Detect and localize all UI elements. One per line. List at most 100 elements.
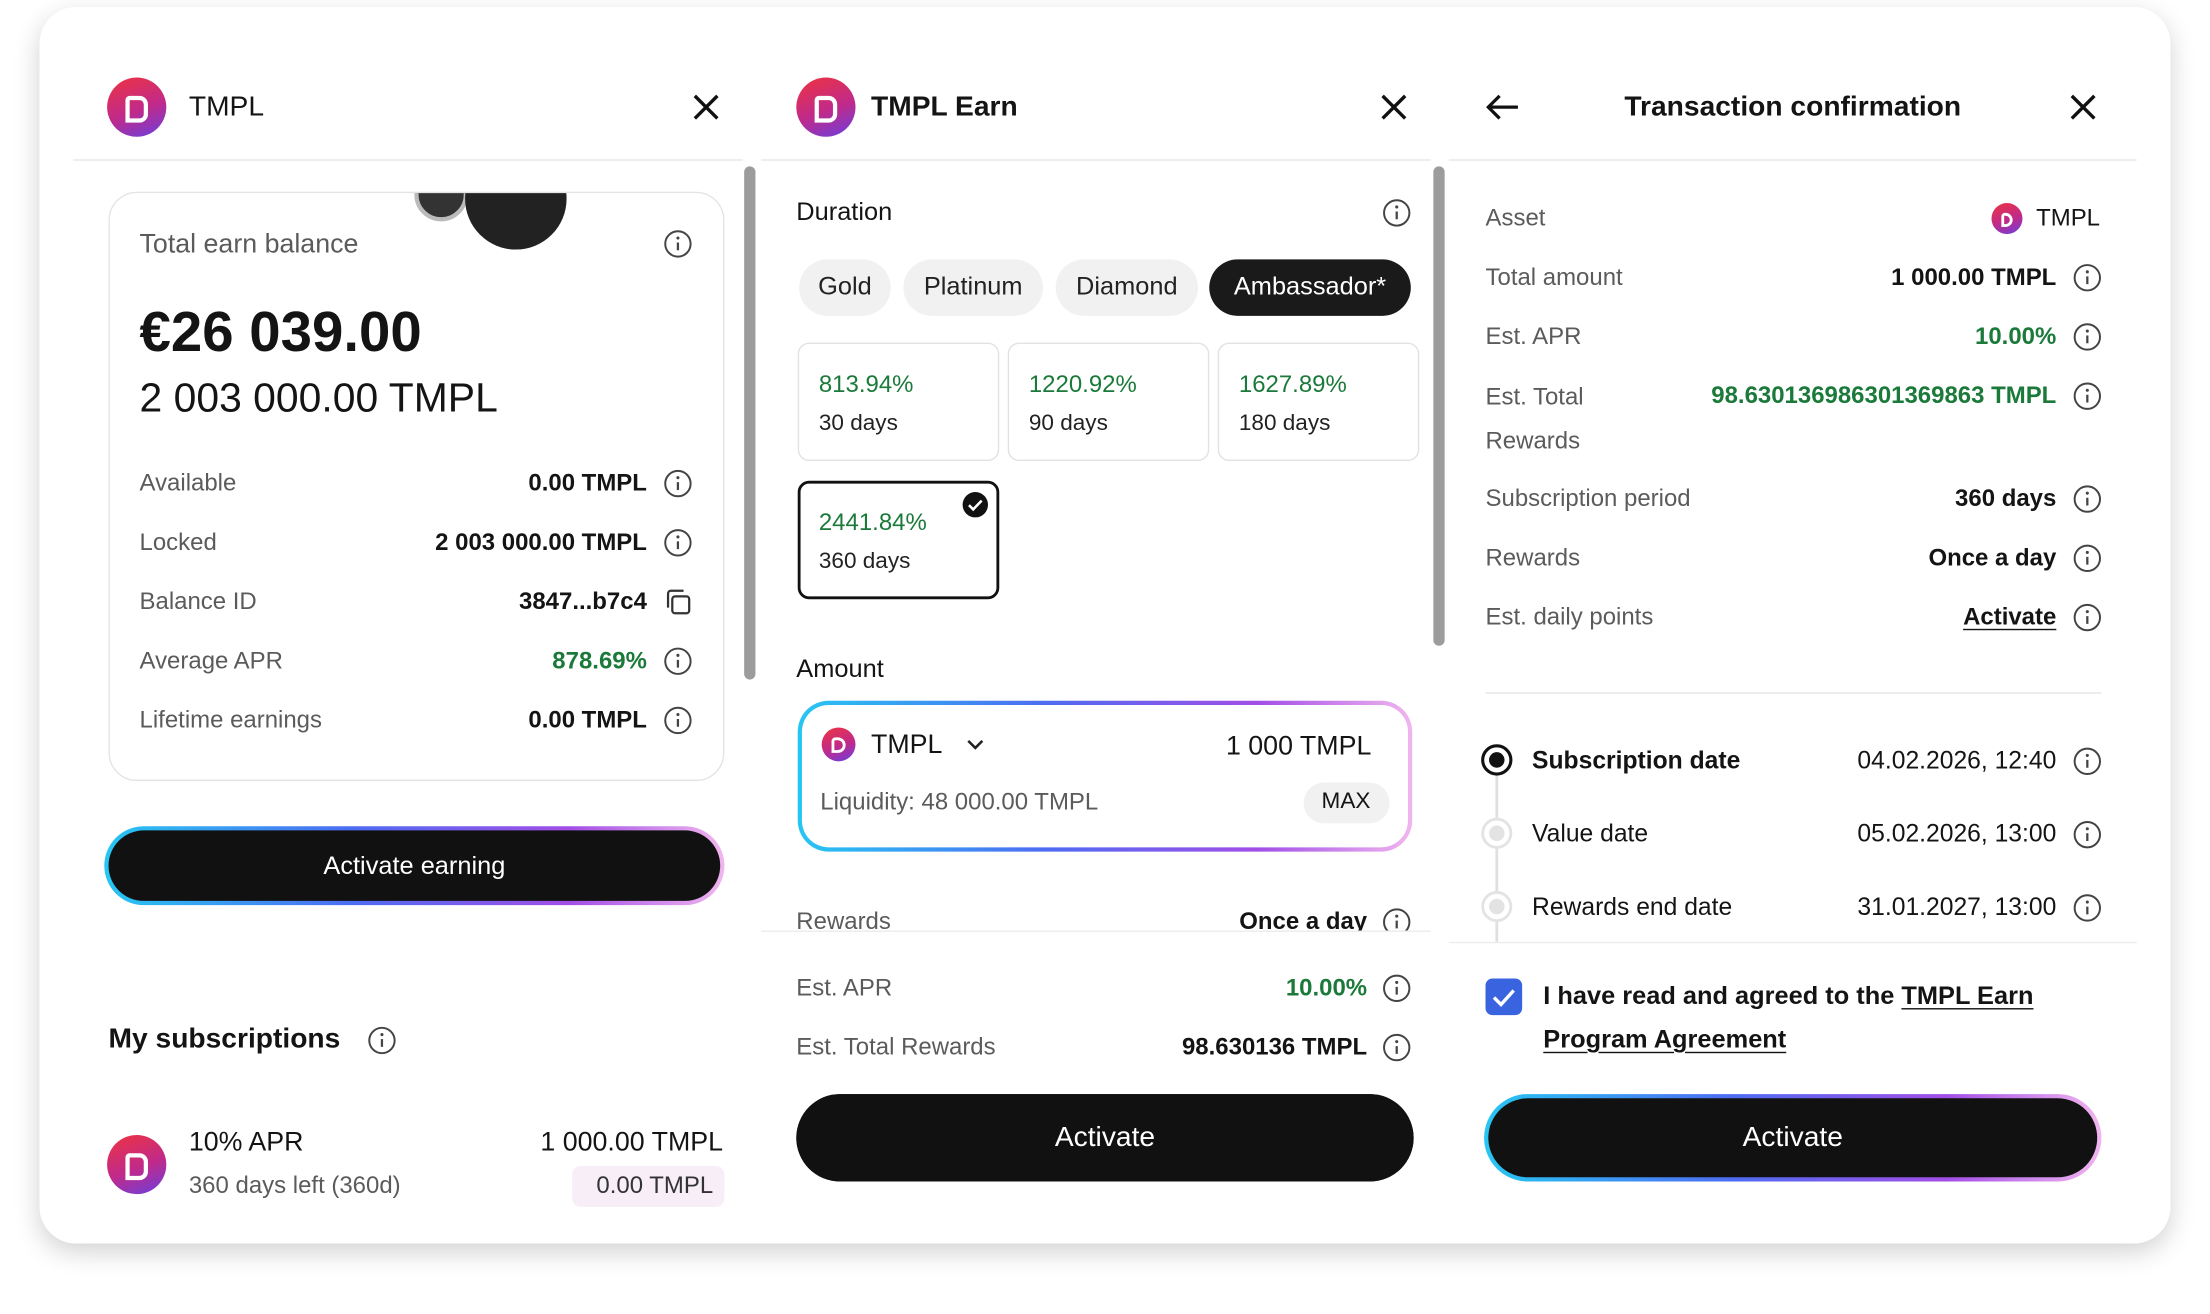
option-apr[interactable]: 1220.92%	[1028, 370, 1137, 398]
asset-name[interactable]: TMPL	[871, 729, 943, 760]
duration-option[interactable]	[797, 342, 1000, 462]
detail-label: Est. Total Rewards	[1485, 382, 1584, 454]
section-label: Amount	[796, 653, 884, 682]
timeline-label: Value date	[1532, 818, 1649, 847]
amount-input[interactable]	[797, 700, 1413, 852]
detail-label: Asset	[1485, 204, 1546, 232]
chevron-down[interactable]	[964, 733, 987, 756]
subscription-amount: 1 000.00 TMPL	[540, 1127, 724, 1157]
subscription-earned: 0.00 TMPL	[596, 1171, 714, 1199]
timeline-dot	[1481, 817, 1513, 849]
detail-value: Once a day	[1928, 544, 2057, 572]
info-icon[interactable]	[2072, 321, 2103, 352]
close-button[interactable]	[2066, 90, 2100, 124]
row-label: Average APR	[139, 647, 283, 674]
row-value: 3847...b7c4	[519, 587, 647, 615]
timeline-value: 31.01.2027, 13:00	[1857, 891, 2057, 920]
scroll-area: Duration Gold Platinum Diamond Ambassador* 81…	[761, 161, 1430, 931]
button-label[interactable]: Activate earning	[323, 850, 506, 880]
token-logo	[821, 727, 856, 762]
tier-label[interactable]: Ambassador*	[1233, 271, 1387, 300]
info-icon[interactable]	[662, 705, 693, 736]
button-fill	[1488, 1098, 2098, 1178]
info-icon[interactable]	[2072, 543, 2103, 574]
detail-value: TMPL	[2036, 204, 2101, 232]
option-period[interactable]: 360 days	[818, 549, 911, 574]
option-period[interactable]: 30 days	[818, 411, 898, 436]
info-icon[interactable]	[1381, 907, 1412, 931]
tier-chip[interactable]	[903, 259, 1043, 316]
duration-option[interactable]	[1007, 342, 1210, 462]
info-icon[interactable]	[2072, 262, 2103, 293]
token-balance: 2 003 000.00 TMPL	[139, 375, 498, 421]
max-button[interactable]: MAX	[1321, 789, 1371, 814]
activate-link[interactable]: Activate	[1963, 603, 2057, 631]
info-icon[interactable]	[2072, 484, 2103, 515]
agree-checkbox[interactable]	[1484, 977, 1523, 1016]
info-icon[interactable]	[662, 646, 693, 677]
detail-label: Total amount	[1485, 263, 1623, 291]
detail-label: Rewards	[1485, 544, 1581, 572]
button-label[interactable]: Activate	[1742, 1122, 1843, 1154]
duration-option[interactable]	[1217, 342, 1420, 462]
option-apr[interactable]: 1627.89%	[1238, 370, 1347, 398]
row-value: 0.00 TMPL	[528, 469, 647, 497]
duration-option[interactable]	[797, 480, 1000, 600]
info-icon[interactable]	[2072, 381, 2103, 412]
info-icon[interactable]	[2072, 602, 2103, 633]
logo-glyph	[2001, 212, 2013, 227]
max-chip[interactable]	[1303, 782, 1390, 824]
close-button[interactable]	[689, 90, 723, 124]
option-period[interactable]: 90 days	[1028, 411, 1108, 436]
button[interactable]	[796, 1094, 1414, 1182]
back-button[interactable]	[1484, 92, 1521, 123]
tier-chip[interactable]	[1055, 259, 1198, 316]
option-period[interactable]: 180 days	[1238, 411, 1331, 436]
timeline-dot	[1481, 891, 1513, 923]
summary-label: Est. Total Rewards	[796, 1033, 996, 1061]
agreement-link[interactable]: TMPL Earn Program Agreement	[1543, 981, 2034, 1054]
scrollbar	[1433, 166, 1445, 646]
info-icon[interactable]	[662, 527, 693, 558]
fiat-balance: €26 039.00	[139, 301, 422, 364]
info-icon[interactable]	[1381, 973, 1412, 1004]
section-label: Duration	[796, 196, 893, 225]
timeline-dot	[1481, 744, 1513, 776]
agreement-text: I have read and agreed to the TMPL Earn …	[1543, 974, 2067, 1061]
tier-label[interactable]: Platinum	[923, 271, 1023, 300]
info-icon[interactable]	[2072, 746, 2103, 777]
tier-label[interactable]: Diamond	[1076, 271, 1178, 300]
summary-value: Once a day	[1239, 907, 1368, 931]
copy-icon[interactable]	[662, 587, 693, 618]
timeline-line	[1495, 759, 1498, 942]
option-apr[interactable]: 813.94%	[818, 370, 914, 398]
info-icon[interactable]	[2072, 892, 2103, 923]
info-icon[interactable]	[1381, 197, 1412, 228]
timeline-value: 04.02.2026, 12:40	[1857, 745, 2057, 774]
option-apr[interactable]: 2441.84%	[818, 508, 927, 536]
info-icon[interactable]	[662, 228, 693, 259]
info-icon[interactable]	[2072, 819, 2103, 850]
coin-decoration	[465, 193, 567, 250]
button[interactable]	[104, 826, 725, 906]
info-icon[interactable]	[1381, 1032, 1412, 1063]
tier-label[interactable]: Gold	[818, 271, 872, 300]
amount-value[interactable]: 1 000 TMPL	[1225, 731, 1372, 761]
agreement-label: I have read and agreed to the	[1543, 981, 1895, 1010]
button-fill	[796, 1094, 1414, 1182]
info-icon[interactable]	[662, 468, 693, 499]
detail-label: Subscription period	[1485, 485, 1691, 512]
button[interactable]	[1484, 1094, 2102, 1182]
button-label[interactable]: Activate	[1054, 1122, 1156, 1154]
panel-title: TMPL Earn	[871, 91, 1018, 123]
logo-glyph	[125, 95, 148, 123]
summary-value: 98.630136 TMPL	[1181, 1033, 1368, 1061]
close-button[interactable]	[1377, 90, 1411, 124]
detail-value: 10.00%	[1975, 322, 2057, 350]
tier-chip[interactable]	[799, 259, 891, 316]
info-icon[interactable]	[366, 1025, 397, 1056]
liquidity: Liquidity: 48 000.00 TMPL	[820, 788, 1099, 815]
tier-chip[interactable]	[1209, 259, 1411, 316]
balance-card	[108, 191, 725, 782]
